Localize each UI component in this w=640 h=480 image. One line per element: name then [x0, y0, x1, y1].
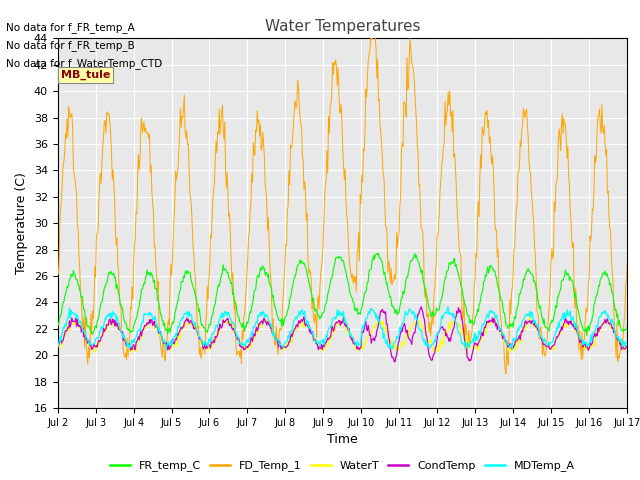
Title: Water Temperatures: Water Temperatures: [265, 20, 420, 35]
Y-axis label: Temperature (C): Temperature (C): [15, 172, 28, 274]
Legend: FR_temp_C, FD_Temp_1, WaterT, CondTemp, MDTemp_A: FR_temp_C, FD_Temp_1, WaterT, CondTemp, …: [106, 456, 579, 476]
X-axis label: Time: Time: [327, 433, 358, 446]
Text: MB_tule: MB_tule: [61, 70, 110, 80]
Text: No data for f_FR_temp_A: No data for f_FR_temp_A: [6, 22, 135, 33]
Text: No data for f_WaterTemp_CTD: No data for f_WaterTemp_CTD: [6, 58, 163, 69]
Text: No data for f_FR_temp_B: No data for f_FR_temp_B: [6, 40, 135, 51]
